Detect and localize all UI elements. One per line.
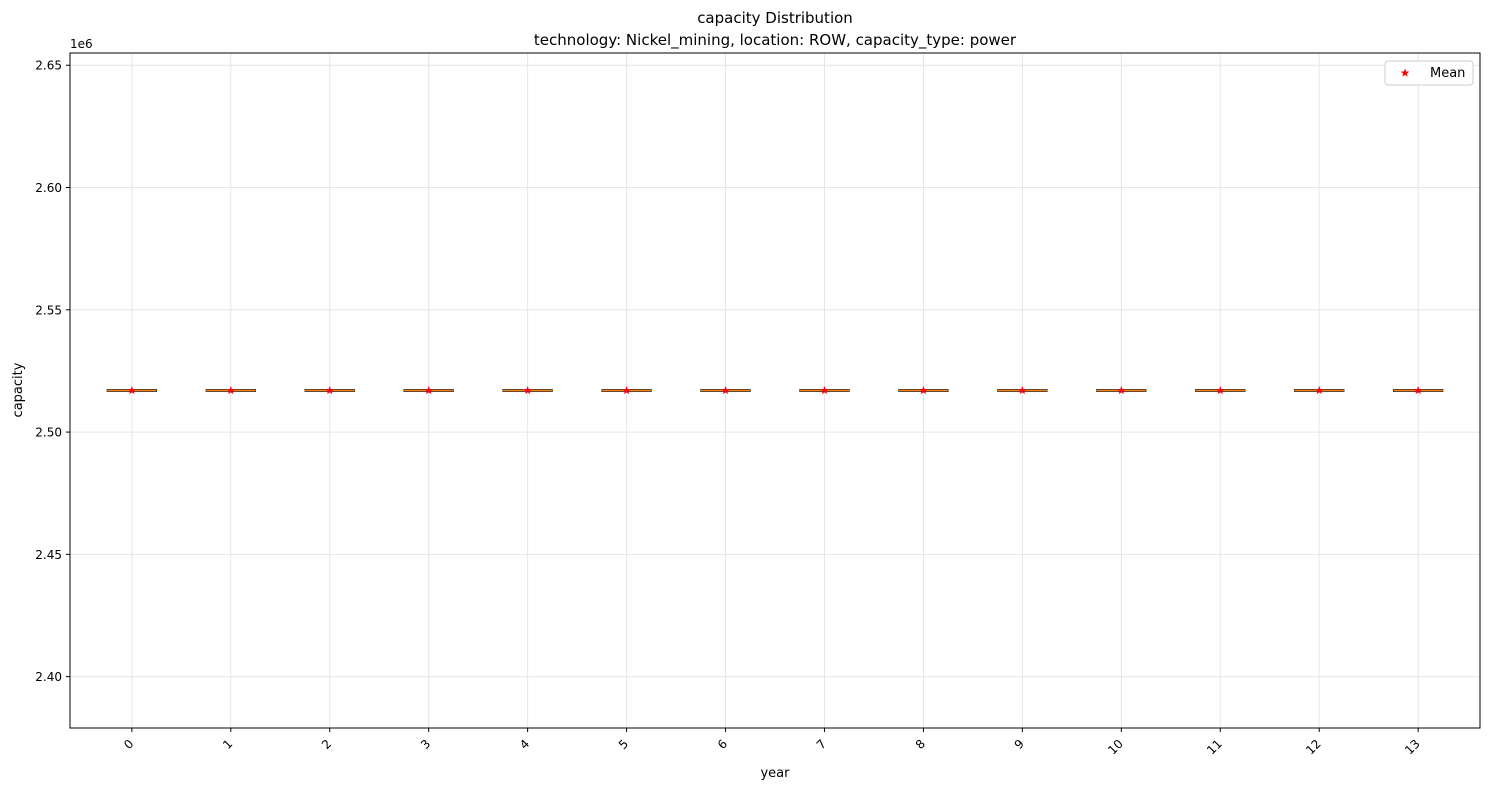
- x-axis-label: year: [760, 766, 790, 781]
- boxes: [106, 386, 1444, 395]
- mean-marker: [424, 386, 433, 395]
- mean-marker: [127, 386, 137, 395]
- y-axis-ticks: 2.40 2.45 2.50 2.55 2.60 2.65: [35, 59, 70, 684]
- y-tick-label: 2.40: [35, 670, 62, 684]
- y-tick-label: 2.50: [35, 426, 62, 440]
- x-tick-label: 8: [913, 737, 928, 752]
- x-tick-label: 12: [1303, 737, 1324, 758]
- mean-marker: [919, 386, 928, 395]
- y-tick-label: 2.65: [35, 59, 62, 73]
- x-tick-label: 11: [1204, 737, 1225, 758]
- x-tick-label: 6: [715, 737, 730, 752]
- legend-mean-star-icon: [1400, 68, 1410, 77]
- x-tick-label: 4: [517, 737, 532, 752]
- x-tick-label: 9: [1012, 737, 1027, 752]
- legend: Mean: [1384, 60, 1474, 86]
- plot-frame: [69, 52, 1481, 729]
- y-tick-label: 2.60: [35, 181, 62, 195]
- mean-marker: [820, 386, 829, 395]
- chart-title: capacity Distribution: [697, 9, 853, 27]
- y-offset-label: 1e6: [70, 37, 93, 51]
- mean-marker: [721, 386, 730, 395]
- legend-box: [1384, 60, 1474, 86]
- mean-marker: [325, 386, 335, 395]
- grid: [70, 53, 1480, 728]
- x-tick-label: 0: [121, 737, 136, 752]
- mean-marker: [622, 386, 631, 395]
- mean-marker: [1117, 386, 1126, 395]
- legend-mean-label: Mean: [1430, 66, 1465, 81]
- x-tick-label: 10: [1105, 737, 1126, 758]
- mean-marker: [1018, 386, 1027, 395]
- mean-marker: [1314, 386, 1324, 395]
- x-tick-label: 13: [1402, 737, 1423, 758]
- mean-marker: [523, 386, 532, 395]
- x-tick-label: 2: [319, 737, 334, 752]
- x-tick-label: 1: [220, 737, 235, 752]
- x-axis-ticks: 0 1 2 3 4 5 6 7 8 9 10 11 12 13: [121, 728, 1423, 757]
- y-tick-label: 2.55: [35, 303, 62, 317]
- x-tick-label: 5: [616, 737, 631, 752]
- y-tick-label: 2.45: [35, 548, 62, 562]
- y-axis-label: capacity: [11, 362, 26, 417]
- chart-subtitle: technology: Nickel_mining, location: ROW…: [534, 31, 1017, 50]
- mean-marker: [226, 386, 236, 395]
- x-tick-label: 7: [814, 737, 829, 752]
- mean-marker: [1215, 386, 1225, 395]
- x-tick-label: 3: [418, 737, 433, 752]
- mean-marker: [1413, 386, 1423, 395]
